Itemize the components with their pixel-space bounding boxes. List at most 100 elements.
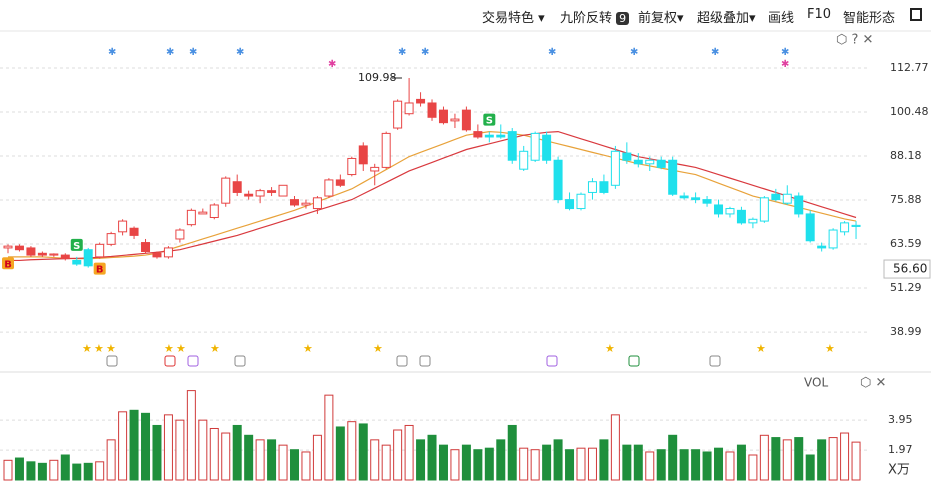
signal-label: S — [486, 116, 493, 127]
volume-bar — [106, 439, 116, 481]
volume-bar — [312, 434, 322, 481]
last-price-label: 56.60 — [893, 262, 927, 276]
candle-body — [530, 132, 540, 161]
candle-body — [129, 227, 139, 236]
star-marker: ✱ — [236, 47, 244, 58]
toolbar-item[interactable]: 超级叠加▾ — [697, 11, 756, 26]
toolbar-item[interactable]: 九阶反转 9 — [560, 7, 630, 26]
volume-bar — [679, 449, 689, 481]
toolbar-label[interactable]: F10 — [807, 7, 832, 22]
candle-body — [60, 254, 70, 260]
volume-bar — [198, 419, 208, 481]
volume-bar — [3, 459, 13, 481]
signal-marker — [93, 262, 106, 275]
candle-body — [622, 152, 632, 161]
volume-bar — [49, 459, 59, 481]
toolbar-label[interactable]: 九阶反转 — [560, 11, 613, 26]
star-marker: ✱ — [108, 47, 116, 58]
event-star: ★ — [210, 342, 220, 355]
volume-bar — [530, 449, 540, 481]
candle-body — [83, 249, 93, 267]
volume-bar — [714, 447, 724, 481]
candle-body — [244, 193, 254, 197]
event-star: ★ — [164, 342, 174, 355]
toolbar-item[interactable]: 前复权▾ — [638, 11, 684, 26]
event-icon — [106, 355, 118, 367]
star-marker: ✱ — [630, 47, 638, 58]
volume-bar — [817, 439, 827, 481]
candle-body — [587, 181, 597, 193]
volume-bar — [393, 429, 403, 481]
star-marker: ✱ — [328, 59, 336, 70]
toolbar-label[interactable]: 交易特色 — [482, 11, 535, 26]
volume-bar — [221, 432, 231, 481]
candle-body — [565, 199, 575, 210]
settings-icon[interactable]: ⬡ ✕ — [860, 376, 886, 391]
candle-body — [95, 243, 105, 258]
toolbar-label[interactable]: 超级叠加 — [697, 11, 750, 26]
signal-label: S — [73, 241, 80, 252]
candle-body — [610, 150, 620, 186]
volume-bar — [404, 424, 414, 481]
layout-icon[interactable] — [910, 8, 922, 21]
candle-body — [72, 259, 82, 265]
toolbar-label[interactable]: 前复权 — [638, 11, 678, 26]
candle-body — [404, 102, 414, 115]
candle-body — [37, 252, 47, 256]
toolbar-item[interactable]: 画线 — [768, 7, 794, 26]
volume-bar — [438, 444, 448, 481]
volume-bar — [83, 462, 93, 481]
volume-bar — [370, 439, 380, 481]
volume-bar — [759, 434, 769, 481]
volume-bar — [542, 444, 552, 481]
y-tick-label: 1.97 — [888, 443, 913, 456]
volume-bar — [141, 412, 151, 481]
settings-icon[interactable]: ⬡ ? ✕ — [836, 33, 873, 48]
toolbar-item[interactable]: 智能形态 — [843, 7, 895, 26]
candle-body — [840, 222, 850, 233]
toolbar-item[interactable]: F10 — [807, 7, 831, 22]
event-star: ★ — [756, 342, 766, 355]
candle-body — [381, 132, 391, 168]
candle-body — [679, 195, 689, 199]
y-tick-label: 112.77 — [890, 61, 929, 74]
star-marker: ✱ — [398, 47, 406, 58]
candle-body — [450, 118, 460, 122]
candle-body — [49, 253, 59, 256]
volume-bar — [381, 444, 391, 481]
volume-bar — [599, 439, 609, 481]
volume-bar — [725, 451, 735, 481]
volume-bar — [473, 449, 483, 481]
candle-body — [576, 193, 586, 210]
volume-bar — [782, 439, 792, 481]
volume-bar — [14, 457, 24, 481]
event-icon — [546, 355, 558, 367]
candle-body — [347, 157, 357, 176]
high-annotation: 109.98 — [358, 71, 397, 84]
candle-body — [805, 213, 815, 242]
candle-body — [484, 134, 494, 138]
candle-body — [232, 181, 242, 193]
candle-body — [255, 190, 265, 197]
volume-bar — [37, 462, 47, 481]
volume-bar — [645, 451, 655, 481]
volume-bar — [232, 424, 242, 481]
signal-marker — [2, 257, 14, 270]
candle-body — [324, 179, 334, 197]
toolbar-label[interactable]: 智能形态 — [843, 11, 896, 26]
toolbar-item[interactable]: 交易特色 ▾ — [482, 11, 545, 26]
candle-body — [748, 218, 758, 224]
volume-bar — [496, 439, 506, 481]
toolbar-label[interactable]: 画线 — [768, 11, 795, 26]
y-tick-label: 88.18 — [890, 149, 922, 162]
volume-bar — [748, 454, 758, 481]
volume-bar — [129, 409, 139, 481]
candle-body — [496, 134, 506, 138]
candle-body — [438, 109, 448, 124]
candle-body — [736, 209, 746, 224]
event-star: ★ — [176, 342, 186, 355]
volume-bar — [565, 449, 575, 481]
volume-bar — [622, 444, 632, 481]
candle-body — [370, 166, 380, 172]
